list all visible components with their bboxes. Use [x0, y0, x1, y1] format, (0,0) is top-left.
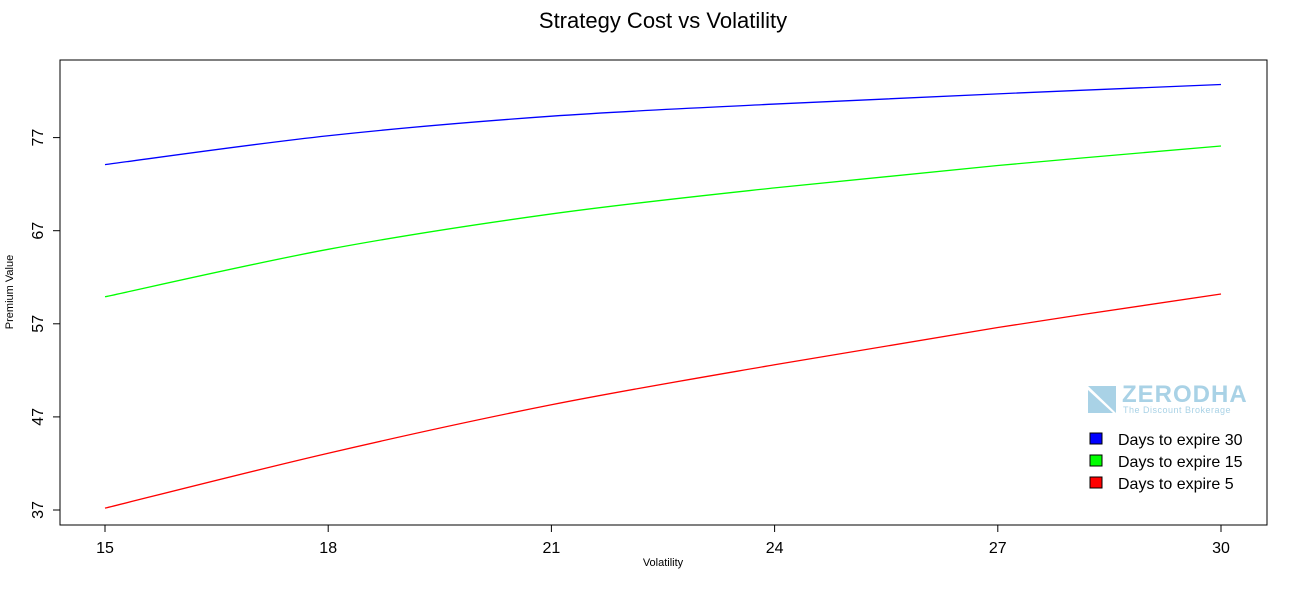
x-axis: 15 18 21 24 27 30 — [96, 525, 1230, 557]
watermark-tagline: The Discount Brokerage — [1123, 405, 1231, 415]
y-tick-label: 47 — [30, 408, 47, 426]
legend-swatch — [1089, 454, 1103, 467]
zerodha-logo-icon — [1088, 386, 1116, 413]
legend: Days to expire 30 Days to expire 15 Days t… — [1089, 432, 1243, 493]
x-tick-label: 30 — [1212, 540, 1230, 557]
legend-label: Days to expire 15 — [1118, 454, 1243, 471]
y-tick-label: 77 — [30, 129, 47, 147]
y-tick-label: 67 — [30, 222, 47, 240]
legend-swatch — [1089, 476, 1103, 489]
watermark: ZERODHA The Discount Brokerage — [1088, 381, 1248, 415]
plot-frame — [59, 59, 1268, 526]
chart-title: Strategy Cost vs Volatility — [539, 8, 787, 33]
series-lines — [104, 83, 1222, 509]
x-tick-label: 24 — [766, 540, 784, 557]
x-tick-label: 18 — [319, 540, 337, 557]
x-tick-label: 15 — [96, 540, 114, 557]
x-axis-title: Volatility — [643, 557, 684, 569]
x-tick-label: 27 — [989, 540, 1007, 557]
y-tick-label: 37 — [30, 501, 47, 519]
series-line-2 — [104, 293, 1222, 509]
y-tick-label: 57 — [30, 315, 47, 333]
watermark-brand: ZERODHA — [1122, 381, 1248, 408]
y-axis: 37 47 57 67 77 — [30, 129, 60, 519]
series-line-0 — [104, 83, 1222, 166]
legend-label: Days to expire 5 — [1118, 476, 1234, 493]
y-axis-title: Premium Value — [4, 255, 16, 329]
x-tick-label: 21 — [543, 540, 561, 557]
legend-label: Days to expire 30 — [1118, 432, 1243, 449]
series-line-1 — [104, 145, 1222, 298]
legend-swatch — [1089, 432, 1103, 445]
